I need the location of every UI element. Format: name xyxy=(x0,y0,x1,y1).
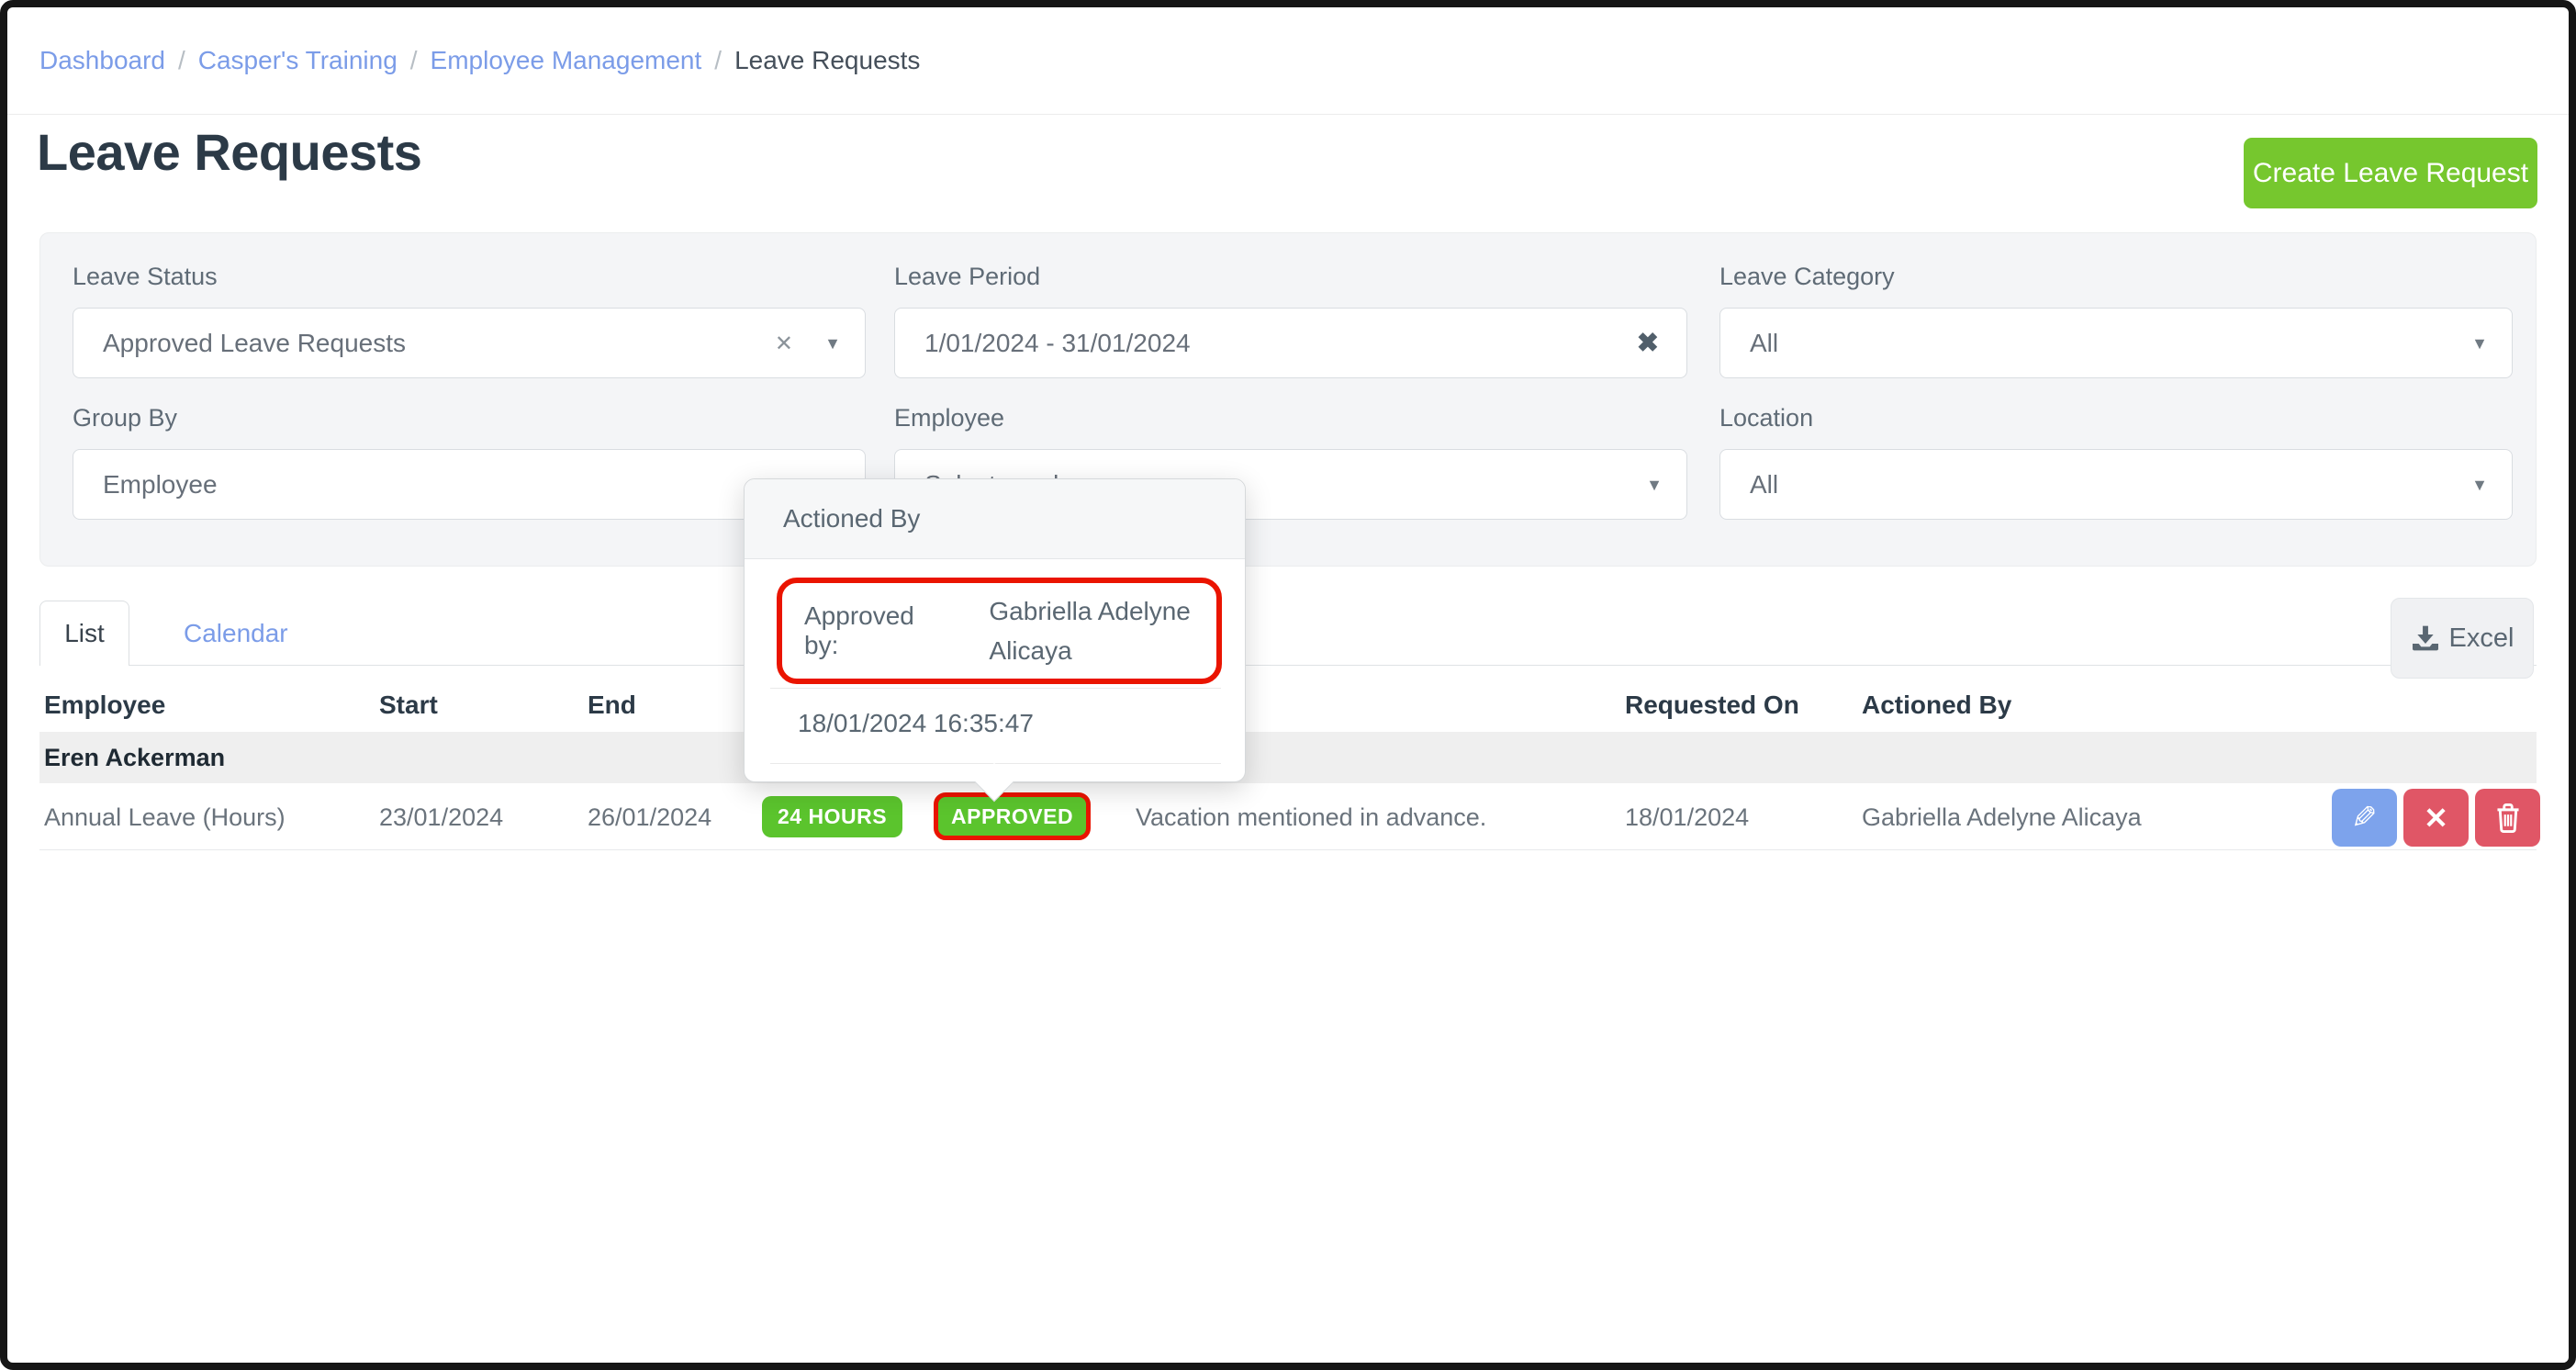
tab-bottom-border xyxy=(39,665,2537,666)
table-row: Annual Leave (Hours) 23/01/2024 26/01/20… xyxy=(39,783,2540,850)
location-select[interactable]: All ▼ xyxy=(1719,449,2513,520)
leave-category-caret-down-icon[interactable]: ▼ xyxy=(2471,334,2488,353)
cell-end-date: 26/01/2024 xyxy=(588,803,712,831)
duration-badge: 24 HOURS xyxy=(762,796,903,837)
leave-status-select[interactable]: Approved Leave Requests ✕ ▼ xyxy=(73,308,866,378)
leave-category-label: Leave Category xyxy=(1719,263,1895,290)
breadcrumb-dashboard[interactable]: Dashboard xyxy=(39,46,165,74)
leave-period-clear-icon[interactable]: ✖ xyxy=(1636,329,1659,358)
leave-status-value: Approved Leave Requests xyxy=(103,329,406,357)
column-header-employee[interactable]: Employee xyxy=(44,691,166,719)
page-title: Leave Requests xyxy=(37,123,422,181)
cell-actioned-by: Gabriella Adelyne Alicaya xyxy=(1862,803,2142,831)
approved-by-label: Approved by: xyxy=(804,601,914,659)
x-icon: ✕ xyxy=(2424,801,2448,835)
cell-requested-on: 18/01/2024 xyxy=(1625,803,1750,831)
breadcrumb-employee-management[interactable]: Employee Management xyxy=(430,46,702,74)
column-header-actioned-by[interactable]: Actioned By xyxy=(1862,691,2012,719)
cancel-request-button[interactable]: ✕ xyxy=(2403,789,2469,847)
leave-period-label: Leave Period xyxy=(894,263,1041,290)
group-by-select[interactable]: Employee xyxy=(73,449,866,520)
leave-status-caret-down-icon[interactable]: ▼ xyxy=(824,334,841,353)
approved-by-highlight-box: Approved by: Gabriella Adelyne Alicaya xyxy=(777,578,1222,684)
cell-start-date: 23/01/2024 xyxy=(379,803,504,831)
download-icon xyxy=(2412,625,2438,651)
employee-label: Employee xyxy=(894,404,1005,432)
leave-category-value: All xyxy=(1750,329,1779,357)
edit-button[interactable]: ✎ xyxy=(2332,789,2397,847)
delete-button[interactable] xyxy=(2475,789,2540,847)
table-group-row: Eren Ackerman xyxy=(39,732,2537,783)
create-leave-request-button[interactable]: Create Leave Request xyxy=(2244,138,2537,208)
popover-divider xyxy=(770,688,1221,689)
approved-by-value: Gabriella Adelyne Alicaya xyxy=(989,596,1191,665)
excel-button-label: Excel xyxy=(2448,623,2514,653)
group-employee-name: Eren Ackerman xyxy=(44,743,226,771)
breadcrumb-current: Leave Requests xyxy=(734,46,921,74)
location-value: All xyxy=(1750,470,1779,499)
group-by-value: Employee xyxy=(103,470,218,499)
actioned-by-popover: Actioned By Approved by: Gabriella Adely… xyxy=(744,478,1246,803)
breadcrumb: Dashboard / Casper's Training / Employee… xyxy=(39,46,920,75)
leave-status-label: Leave Status xyxy=(73,263,218,290)
tab-list[interactable]: List xyxy=(39,601,129,666)
filter-panel: Leave Status Leave Period Leave Category… xyxy=(39,232,2537,567)
leave-period-input[interactable]: 1/01/2024 - 31/01/2024 ✖ xyxy=(894,308,1687,378)
pencil-icon: ✎ xyxy=(2351,800,2378,836)
column-header-requested-on[interactable]: Requested On xyxy=(1625,691,1799,719)
location-caret-down-icon[interactable]: ▼ xyxy=(2471,476,2488,494)
header-divider xyxy=(0,114,2576,115)
cell-leave-type: Annual Leave (Hours) xyxy=(44,803,286,831)
breadcrumb-separator: / xyxy=(714,46,722,74)
leave-status-clear-icon[interactable]: ✕ xyxy=(774,331,793,356)
breadcrumb-caspers-training[interactable]: Casper's Training xyxy=(197,46,398,74)
breadcrumb-separator: / xyxy=(409,46,418,74)
breadcrumb-separator: / xyxy=(177,46,185,74)
status-badge-approved[interactable]: APPROVED xyxy=(934,792,1092,840)
popover-title: Actioned By xyxy=(745,479,1245,559)
export-excel-button[interactable]: Excel xyxy=(2391,598,2534,679)
column-header-end[interactable]: End xyxy=(588,691,636,719)
column-header-start[interactable]: Start xyxy=(379,691,438,719)
leave-period-value: 1/01/2024 - 31/01/2024 xyxy=(924,329,1191,357)
popover-timestamp: 18/01/2024 16:35:47 xyxy=(798,709,1034,737)
group-by-label: Group By xyxy=(73,404,178,432)
employee-caret-down-icon[interactable]: ▼ xyxy=(1646,476,1663,494)
location-label: Location xyxy=(1719,404,1814,432)
tab-calendar[interactable]: Calendar xyxy=(184,618,288,647)
cell-notes: Vacation mentioned in advance. xyxy=(1136,803,1487,831)
trash-icon xyxy=(2496,803,2519,833)
leave-category-select[interactable]: All ▼ xyxy=(1719,308,2513,378)
